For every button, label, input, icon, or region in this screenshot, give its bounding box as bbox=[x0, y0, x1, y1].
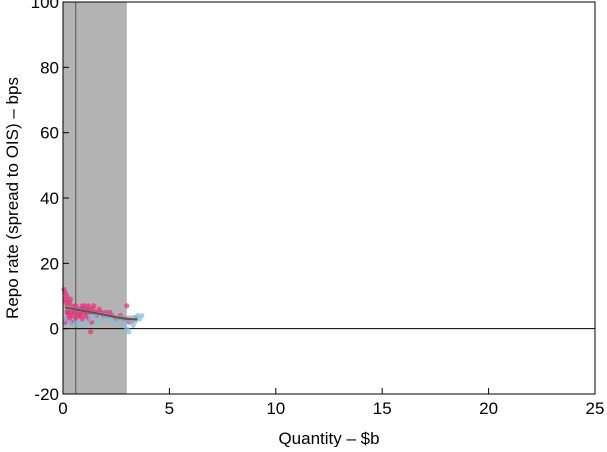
scatter-point-s1-4 bbox=[79, 322, 85, 328]
scatter-point-s0-50 bbox=[124, 303, 130, 309]
scatter-point-s1-2 bbox=[71, 322, 77, 328]
scatter-point-s0-55 bbox=[67, 296, 74, 302]
scatter-point-s1-23 bbox=[94, 319, 100, 325]
x-tick-label-5: 25 bbox=[586, 399, 605, 418]
fit-curve bbox=[64, 306, 138, 321]
scatter-point-s1-11 bbox=[111, 319, 117, 325]
x-axis-title: Quantity – $b bbox=[278, 429, 379, 447]
scatter-point-s0-59 bbox=[85, 303, 92, 309]
y-tick-label-2: 60 bbox=[40, 124, 59, 143]
y-axis-title: Repo rate (spread to OIS) – bps bbox=[3, 77, 22, 319]
x-tick-label-1: 5 bbox=[165, 399, 174, 418]
y-tick-label-3: 40 bbox=[40, 189, 59, 208]
scatter-point-s1-21 bbox=[130, 322, 136, 328]
shaded-band bbox=[63, 2, 127, 394]
plot-layer bbox=[61, 2, 595, 394]
scatter-point-s0-52 bbox=[64, 309, 70, 315]
plot-frame bbox=[62, 1, 596, 395]
scatter-point-s1-20 bbox=[139, 313, 145, 319]
y-tick-label-6: -20 bbox=[34, 385, 59, 404]
y-tick-label-0: 100 bbox=[31, 0, 59, 12]
scatter-point-s1-0 bbox=[62, 316, 68, 322]
scatter-point-s1-6 bbox=[88, 316, 94, 322]
scatter-point-s1-8 bbox=[98, 316, 104, 322]
y-tick-label-1: 80 bbox=[40, 58, 59, 77]
scatter-point-s1-1 bbox=[66, 319, 72, 325]
scatter-point-s0-37 bbox=[88, 329, 94, 335]
scatter-point-s1-3 bbox=[75, 319, 81, 325]
scatter-point-s0-35 bbox=[91, 303, 97, 309]
scatter-point-s1-5 bbox=[83, 319, 90, 325]
scatter-point-s0-60 bbox=[79, 316, 85, 322]
x-tick-label-4: 20 bbox=[479, 399, 498, 418]
scatter-point-s1-15 bbox=[126, 329, 132, 335]
scatter-point-s0-4 bbox=[64, 293, 70, 299]
y-tick-label-4: 20 bbox=[40, 254, 59, 273]
x-tick-label-2: 10 bbox=[266, 399, 285, 418]
x-tick-label-3: 15 bbox=[373, 399, 392, 418]
y-tick-label-5: 0 bbox=[50, 320, 59, 339]
scatter-point-s0-58 bbox=[81, 303, 87, 309]
x-tick-label-0: 0 bbox=[58, 399, 67, 418]
